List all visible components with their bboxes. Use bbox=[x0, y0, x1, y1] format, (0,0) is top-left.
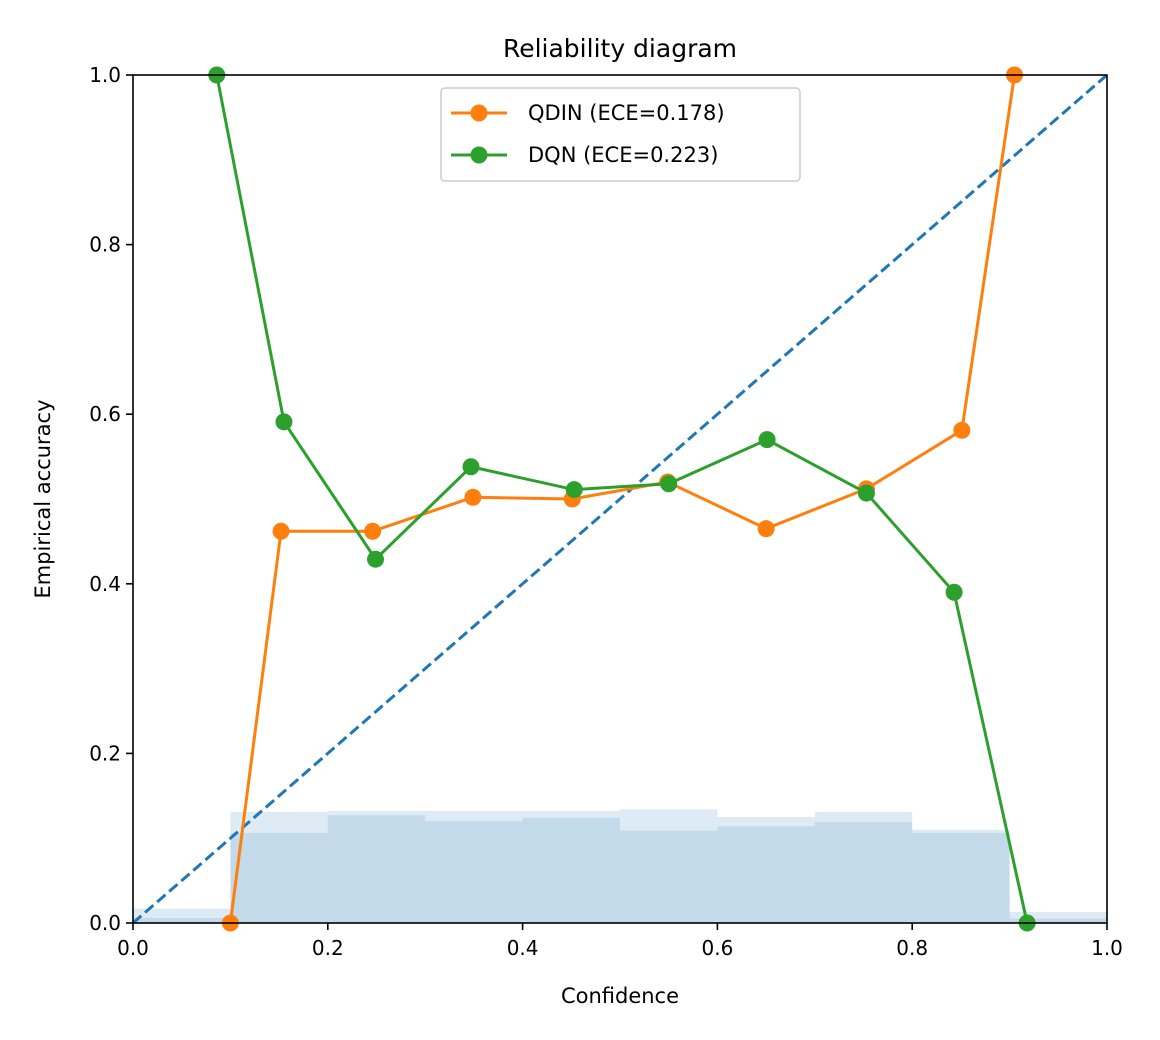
legend-marker-qdin bbox=[470, 104, 488, 122]
series-1-point-7 bbox=[857, 484, 875, 502]
histogram-bar-0-2 bbox=[327, 811, 426, 923]
series-lines bbox=[208, 66, 1036, 932]
histograms bbox=[133, 809, 1107, 923]
histogram-bar-1-4 bbox=[522, 817, 620, 923]
diagonal-line bbox=[132, 73, 1108, 925]
histogram-bar-1-6 bbox=[717, 826, 815, 923]
series-1-point-3 bbox=[462, 458, 480, 476]
histogram-bar-0-5 bbox=[620, 809, 718, 923]
x-tick-label: 0.6 bbox=[701, 936, 733, 960]
histogram-bar-1-2 bbox=[327, 815, 426, 923]
legend-marker-dqn bbox=[470, 146, 488, 164]
legend-box bbox=[440, 87, 801, 182]
histogram-bar-0-7 bbox=[814, 811, 913, 923]
histogram-bar-1-7 bbox=[814, 822, 913, 923]
series-0-point-2 bbox=[364, 522, 382, 540]
series-1-point-6 bbox=[758, 431, 776, 449]
histogram-bar-0-4 bbox=[522, 811, 620, 923]
series-line-1 bbox=[215, 74, 1029, 924]
histogram-bar-0-1 bbox=[230, 811, 328, 923]
histogram-bar-1-0 bbox=[133, 917, 231, 923]
series-1-point-4 bbox=[565, 481, 583, 499]
series-1-point-1 bbox=[275, 413, 293, 431]
histogram-bar-0-6 bbox=[717, 817, 815, 923]
plot-frame bbox=[132, 74, 1108, 924]
histogram-bar-1-1 bbox=[230, 833, 328, 923]
x-axis-label: Confidence bbox=[561, 984, 679, 1008]
y-tick-label: 0.8 bbox=[89, 233, 121, 257]
series-1-point-8 bbox=[945, 583, 963, 601]
y-axis-ticks: 0.0 0.2 0.4 0.6 0.8 1.0 bbox=[89, 63, 133, 935]
y-tick-label: 0.0 bbox=[89, 911, 121, 935]
chart-title: Reliability diagram bbox=[503, 34, 737, 63]
x-tick-label: 0.0 bbox=[117, 936, 149, 960]
x-tick-label: 0.8 bbox=[896, 936, 928, 960]
histogram-bar-1-9 bbox=[1009, 918, 1107, 923]
legend: QDIN (ECE=0.178) DQN (ECE=0.223) bbox=[440, 87, 801, 182]
legend-label-dqn: DQN (ECE=0.223) bbox=[528, 143, 718, 167]
y-tick-label: 0.2 bbox=[89, 741, 121, 765]
diagonal-dashed-line bbox=[132, 73, 1108, 925]
histogram-bar-1-5 bbox=[620, 830, 718, 923]
y-tick-label: 1.0 bbox=[89, 63, 121, 87]
series-1-point-5 bbox=[660, 475, 678, 493]
series-0-point-1 bbox=[272, 522, 290, 540]
histogram-bar-1-8 bbox=[912, 833, 1010, 923]
series-1-point-2 bbox=[367, 550, 385, 568]
x-axis-ticks: 0.0 0.2 0.4 0.6 0.8 1.0 bbox=[117, 923, 1123, 960]
series-0-point-8 bbox=[953, 421, 971, 439]
histogram-bar-0-3 bbox=[425, 811, 523, 923]
y-axis-label: Empirical accuracy bbox=[31, 399, 55, 598]
histogram-bar-0-0 bbox=[133, 908, 231, 923]
x-tick-label: 0.2 bbox=[312, 936, 344, 960]
histogram-bar-0-9 bbox=[1009, 911, 1107, 923]
histogram-bar-0-8 bbox=[912, 829, 1010, 923]
series-0-point-6 bbox=[757, 520, 775, 538]
series-0-point-3 bbox=[464, 488, 482, 506]
y-tick-label: 0.4 bbox=[89, 572, 121, 596]
x-tick-label: 1.0 bbox=[1091, 936, 1123, 960]
legend-label-qdin: QDIN (ECE=0.178) bbox=[528, 101, 725, 125]
series-line-0 bbox=[228, 74, 1016, 924]
x-tick-label: 0.4 bbox=[507, 936, 539, 960]
y-tick-label: 0.6 bbox=[89, 402, 121, 426]
histogram-bar-1-3 bbox=[425, 821, 523, 923]
